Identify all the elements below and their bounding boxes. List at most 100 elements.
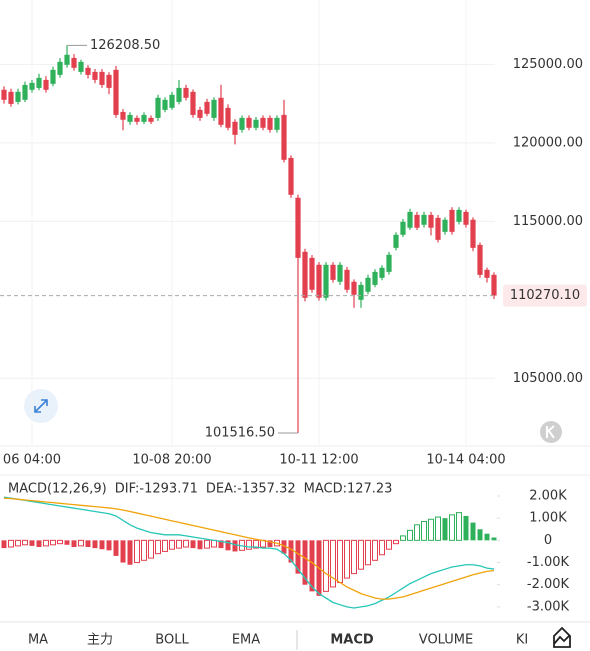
candle-body [302, 251, 308, 298]
candle-body [365, 277, 371, 292]
candle-body [43, 79, 49, 90]
candle-body [442, 219, 448, 232]
candle-body [190, 91, 196, 115]
candle-body [456, 209, 462, 222]
macd-bar [393, 539, 399, 545]
candle-body [484, 269, 490, 278]
tab[interactable]: MACD [330, 633, 374, 648]
macd-bar [218, 540, 224, 549]
macd-bar [113, 540, 119, 556]
macd-bar [442, 518, 448, 541]
macd-bar [8, 539, 14, 548]
macd-bar [155, 539, 161, 555]
chart-icon[interactable] [553, 626, 571, 648]
candle-body [211, 99, 217, 118]
macd-bar [379, 539, 385, 556]
annotation-label: 126208.50 [90, 38, 160, 53]
candle-body [155, 97, 161, 118]
macd-bar [477, 529, 483, 541]
macd-bar [351, 539, 357, 575]
macd-bar [190, 540, 196, 549]
macd-bar [309, 540, 315, 592]
tab[interactable]: 主力 [87, 633, 113, 648]
macd-bar [358, 539, 364, 570]
macd-bar [211, 539, 217, 548]
macd-bar [267, 540, 273, 548]
macd-bar [71, 540, 77, 548]
candle-body [232, 121, 238, 135]
macd-bar [120, 540, 126, 563]
macd-bar [253, 539, 259, 549]
macd-bar [281, 540, 287, 554]
y-tick-label: -3.00K [527, 599, 570, 614]
legend-entry: DIF:-1293.71 [115, 482, 198, 497]
macd-bar [484, 533, 490, 541]
x-tick-label: 10-11 12:00 [279, 453, 358, 468]
macd-bar [435, 516, 441, 541]
macd-bar [1, 540, 7, 549]
macd-bar [344, 539, 350, 579]
candle-body [330, 264, 336, 280]
tab[interactable]: VOLUME [419, 633, 473, 648]
macd-bar [470, 522, 476, 541]
candle-body [393, 234, 399, 248]
candle-body [225, 107, 231, 128]
legend-entry: DEA:-1357.32 [206, 482, 296, 497]
macd-bar [29, 540, 35, 546]
candle-body [316, 264, 322, 298]
candle-body [309, 257, 315, 290]
y-tick-label: 120000.00 [513, 135, 583, 150]
macd-bar [246, 539, 252, 550]
candle-body [288, 157, 294, 195]
candle-body [386, 254, 392, 272]
macd-bar [456, 512, 462, 541]
expand-button[interactable] [24, 389, 58, 423]
tab[interactable]: EMA [232, 633, 260, 648]
macd-bar [106, 540, 112, 551]
macd-bar [337, 539, 343, 584]
candle-body [470, 219, 476, 248]
x-tick-label: 06 04:00 [3, 453, 61, 468]
macd-bar [169, 539, 175, 550]
macd-bar [134, 539, 140, 564]
candle-body [92, 71, 98, 80]
candle-body [344, 269, 350, 290]
macd-bar [148, 539, 154, 559]
last-price-label: 110270.10 [510, 288, 580, 303]
tab[interactable]: BOLL [155, 633, 189, 648]
macd-bar [295, 540, 301, 574]
logo-badge [540, 421, 562, 443]
x-tick-label: 10-08 20:00 [132, 453, 211, 468]
y-tick-label: 105000.00 [513, 371, 583, 386]
macd-bar [183, 539, 189, 548]
macd-bar [414, 524, 420, 541]
candle-body [372, 271, 378, 285]
x-tick-label: 10-14 04:00 [426, 453, 505, 468]
candle-body [183, 87, 189, 98]
y-tick-label: -1.00K [527, 555, 570, 570]
y-tick-label: 115000.00 [513, 214, 583, 229]
candle-body [400, 221, 406, 235]
macd-bar [232, 540, 238, 552]
candle-body [99, 71, 105, 85]
last-price-badge [503, 284, 587, 307]
macd-bar [449, 514, 455, 541]
candle-body [78, 61, 84, 72]
candle-body [295, 197, 301, 258]
candle-body [260, 117, 266, 128]
candle-body [239, 117, 245, 130]
macd-bar [22, 539, 28, 546]
candle-body [57, 61, 63, 75]
tab[interactable]: MA [28, 633, 48, 648]
candle-body [477, 244, 483, 275]
candle-body [281, 114, 287, 160]
candle-body [29, 82, 35, 90]
macd-bar [428, 518, 434, 541]
tab[interactable]: KI [516, 633, 528, 648]
macd-bar [15, 539, 21, 547]
macd-bar [36, 540, 42, 548]
macd-bar [372, 539, 378, 561]
candle-body [120, 111, 126, 120]
macd-bar [365, 539, 371, 566]
